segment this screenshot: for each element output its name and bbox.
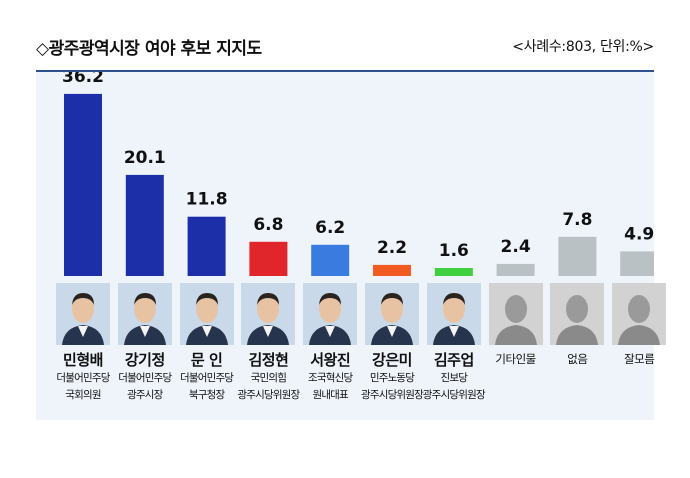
silhouette-icon [488,283,543,345]
value-label-8: 2.4 [501,237,531,257]
value-label-7: 1.6 [439,241,469,261]
bar-6 [373,264,411,276]
candidate-name: 김정현 [248,351,289,369]
candidate-role: 광주시당위원장 [422,389,486,401]
silhouette-icon [612,283,667,345]
candidate-photo [241,283,296,345]
bar-8 [496,263,535,276]
bar-chart: 36.2 20.1 11.8 6.8 6.2 2.2 1.6 2.4 7.8 4.9 [62,72,654,277]
candidate-party: 더불어민주당 [180,372,234,384]
value-label-10: 4.9 [624,224,654,244]
candidate-photo [117,283,172,345]
bar-9 [558,236,597,276]
candidate-role: 광주시당위원장 [360,389,424,401]
candidate-role: 국회의원 [65,389,101,401]
candidate-name: 강기정 [124,351,165,369]
bar-7 [434,268,473,276]
candidate-party: 민주노동당 [369,372,415,384]
candidate-party: 조국혁신당 [308,372,353,384]
value-label-9: 7.8 [562,210,592,230]
candidate-name: 강은미 [372,351,412,369]
candidate-name: 김주업 [433,351,474,369]
value-label-1: 36.2 [62,72,104,87]
candidate-role: 광주시장 [127,389,163,401]
chart-title: ◇광주광역시장 여야 후보 지지도 [36,39,262,59]
sample-note: <사례수:803, 단위:%> [512,39,654,55]
candidate-party: 국민의힘 [250,372,287,384]
bar-3 [187,216,226,276]
candidate-party: 진보당 [440,372,468,384]
value-label-3: 11.8 [186,190,228,210]
value-label-2: 20.1 [124,148,166,168]
candidate-photo [56,283,110,345]
candidate-name: 서왕진 [310,351,351,369]
candidate-party: 더불어민주당 [56,372,110,384]
value-label-5: 6.2 [315,218,345,238]
candidate-photo [179,283,234,345]
bar-1 [64,93,102,277]
candidate-role: 북구청장 [188,389,225,401]
silhouette-icon [550,283,605,345]
candidate-role: 광주시당위원장 [237,389,300,401]
bar-10 [620,251,654,276]
candidate-photo [426,283,481,345]
candidate-role: 원내대표 [312,389,348,401]
candidate-photo [303,283,358,345]
value-label-4: 6.8 [253,215,283,235]
bar-5 [311,244,350,276]
bar-2 [125,174,164,276]
bar-4 [249,241,288,276]
category-label: 잘모름 [624,352,655,366]
candidate-name: 민형배 [63,351,103,369]
candidate-photo [365,283,419,345]
candidate-name: 문 인 [190,351,223,369]
candidate-party: 더불어민주당 [118,372,172,384]
panel-top-rule [36,70,654,72]
category-label: 기타인물 [495,352,536,366]
category-label: 없음 [567,352,588,366]
value-label-6: 2.2 [377,238,407,258]
